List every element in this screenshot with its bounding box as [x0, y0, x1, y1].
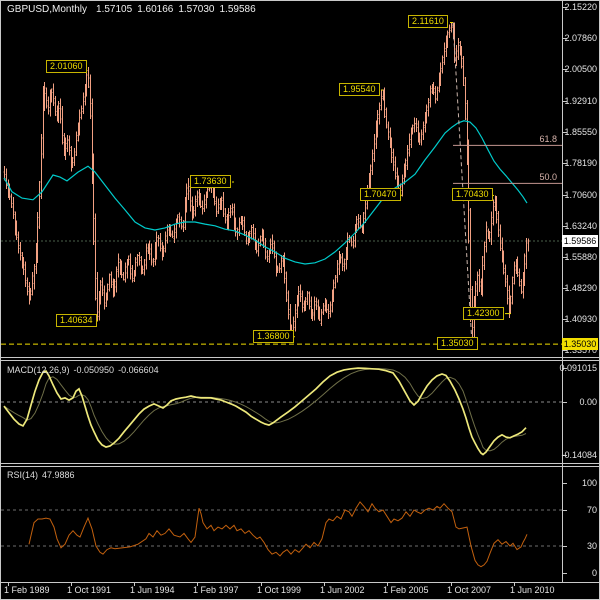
price-axis-label: 1.63240 [564, 221, 597, 231]
swing-label-box[interactable]: 2.01060 [46, 60, 87, 73]
rsi-axis-label: 100 [581, 478, 597, 488]
moving-average-line [3, 120, 528, 265]
macd-axis-label: 0.091015 [559, 363, 597, 373]
macd-label: MACD(12,26,9) -0.050950 -0.066604 [7, 365, 163, 375]
price-axis-label: 1.33570 [564, 345, 597, 355]
rsi-line [28, 501, 528, 568]
price-axis-label: 2.15220 [564, 2, 597, 12]
swing-label-box[interactable]: 1.35030 [437, 337, 478, 350]
time-axis-label: 1 Oct 1991 [67, 585, 112, 595]
swing-label-box[interactable]: 1.36800 [253, 330, 294, 343]
price-axis-label: 1.70600 [564, 190, 597, 200]
rsi-value: 47.9886 [42, 470, 75, 480]
time-axis-label: 1 Jun 2002 [320, 585, 365, 595]
ohlc-low: 1.57030 [178, 4, 215, 15]
swing-label-box[interactable]: 2.11610 [408, 15, 448, 28]
price-axis-label: 1.85550 [564, 127, 597, 137]
time-axis-label: 1 Jun 1994 [130, 585, 175, 595]
time-axis-label: 1 Feb 1997 [193, 585, 239, 595]
time-axis-label: 1 Feb 1989 [4, 585, 50, 595]
macd-signal-line [3, 368, 527, 452]
ohlc-high: 1.60166 [137, 4, 174, 15]
rsi-axis-label: 70 [586, 505, 597, 515]
symbol-timeframe-label: GBPUSD,Monthly [7, 4, 88, 15]
price-axis-label: 1.40930 [564, 314, 597, 324]
macd-main-line [3, 367, 527, 456]
price-axis-label: 2.07860 [564, 33, 597, 43]
ohlc-open: 1.57105 [96, 4, 133, 15]
swing-label-box[interactable]: 1.70430 [452, 188, 493, 201]
price-axis-label: 1.78190 [564, 158, 597, 168]
rsi-label: RSI(14) 47.9886 [7, 470, 79, 480]
level-price-tag: 1.35030 [562, 338, 598, 350]
swing-label-box[interactable]: 1.40634 [56, 314, 97, 327]
macd-axis-label: -0.14084 [561, 450, 597, 460]
swing-label-box[interactable]: 1.73630 [190, 175, 231, 188]
price-axis-label: 1.92910 [564, 96, 597, 106]
swing-label-box[interactable]: 1.42300 [463, 307, 504, 320]
swing-label-box[interactable]: 1.95540 [339, 83, 380, 96]
time-axis-label: 1 Feb 2005 [383, 585, 429, 595]
rsi-axis-label: 0 [591, 568, 597, 578]
time-axis-label: 1 Jun 2010 [510, 585, 555, 595]
time-axis-label: 1 Oct 1999 [257, 585, 302, 595]
fib-level-label: 61.8 [539, 134, 557, 145]
macd-value-main: -0.050950 [73, 365, 115, 375]
price-axis-label: 2.00500 [564, 64, 597, 74]
rsi-name: RSI(14) [7, 470, 39, 480]
time-axis-label: 1 Oct 2007 [447, 585, 492, 595]
chart-header: GBPUSD,Monthly 1.57105 1.60166 1.57030 1.595… [7, 4, 261, 15]
fib-trend-dash [452, 22, 473, 345]
current-price-tag: 1.59586 [562, 235, 598, 247]
macd-name: MACD(12,26,9) [7, 365, 70, 375]
macd-axis-label: 0.00 [579, 397, 597, 407]
macd-value-signal: -0.066604 [118, 365, 159, 375]
price-axis-label: 1.48290 [564, 283, 597, 293]
price-axis-label: 1.55880 [564, 252, 597, 262]
ohlc-close: 1.59586 [219, 4, 256, 15]
swing-label-box[interactable]: 1.70470 [360, 188, 401, 201]
fib-level-label: 50.0 [539, 172, 557, 183]
rsi-axis-label: 30 [586, 541, 597, 551]
price-bars [4, 22, 529, 344]
